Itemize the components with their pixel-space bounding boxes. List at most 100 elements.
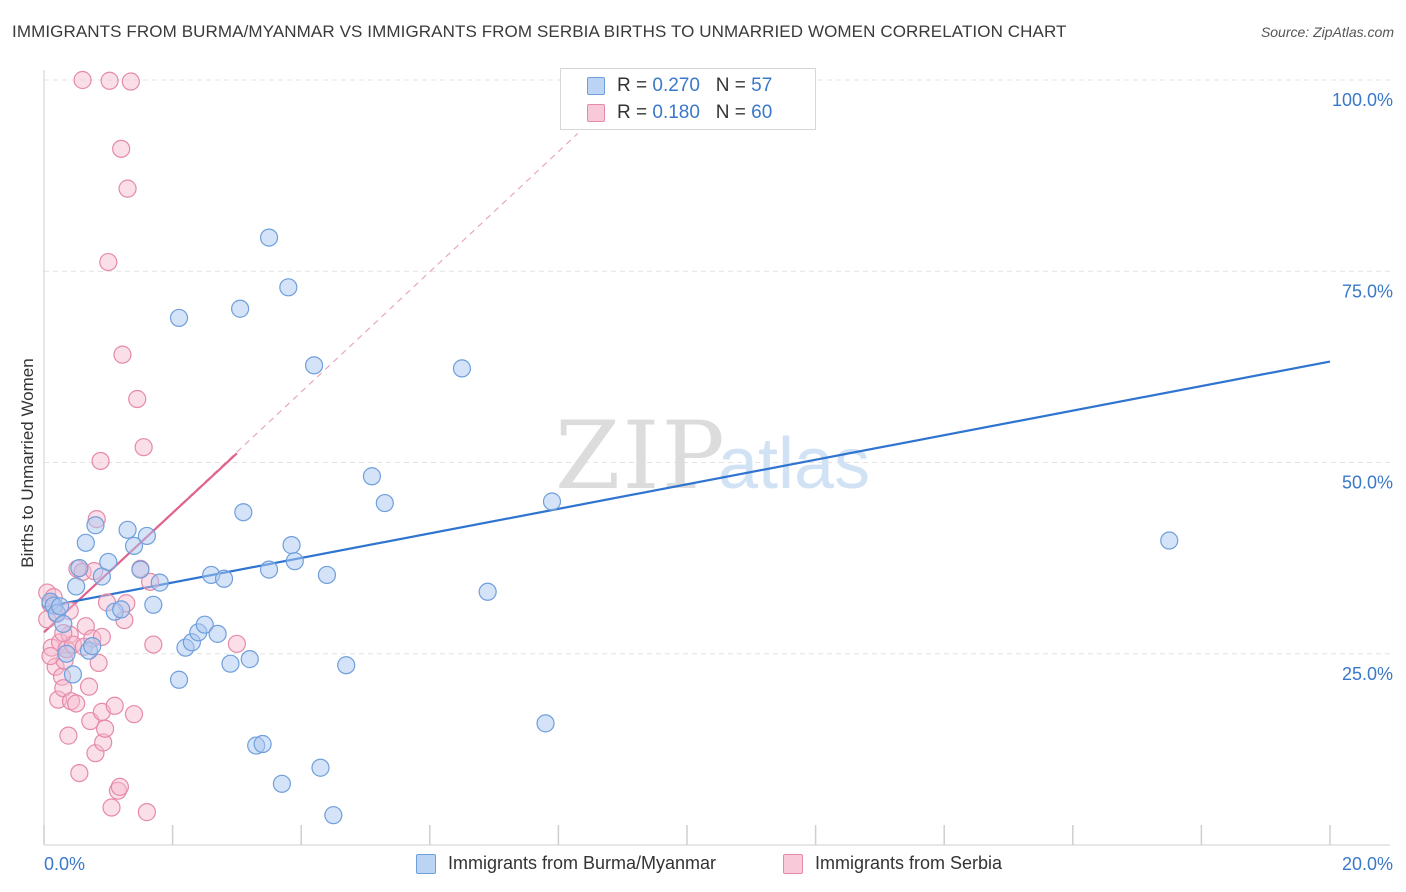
- burma-point: [240, 650, 259, 669]
- burma-point: [337, 656, 356, 675]
- burma-point: [118, 520, 137, 539]
- watermark: ZIP atlas: [555, 402, 870, 511]
- burma-point: [208, 624, 227, 643]
- x-tick-label: 20.0%: [1342, 854, 1393, 874]
- x-tick-label: 0.0%: [44, 854, 85, 874]
- y-tick-label: 25.0%: [1342, 664, 1393, 684]
- burma-point: [57, 644, 76, 663]
- legend-r-label: R =: [617, 75, 653, 96]
- burma-point: [285, 552, 304, 571]
- serbia-point: [124, 705, 144, 724]
- serbia-point: [137, 803, 156, 822]
- serbia-point: [121, 72, 140, 91]
- burma-point: [234, 503, 253, 522]
- serbia-point: [134, 438, 153, 457]
- burma-point: [279, 278, 298, 297]
- legend-text-burma: R = 0.270 N = 57: [617, 75, 772, 97]
- serbia-point: [118, 179, 137, 198]
- burma-point: [253, 734, 272, 754]
- serbia-point: [70, 763, 89, 783]
- burma-point: [169, 308, 189, 328]
- y-tick-label: 75.0%: [1342, 281, 1393, 301]
- burma-point: [150, 573, 169, 592]
- burma-point: [112, 600, 131, 619]
- burma-point: [221, 654, 240, 673]
- burma-point: [362, 467, 382, 486]
- chart-title: IMMIGRANTS FROM BURMA/MYANMAR VS IMMIGRA…: [12, 22, 1067, 41]
- serbia-point: [91, 451, 110, 471]
- legend-r-value: 0.270: [652, 75, 700, 96]
- serbia-point: [89, 653, 108, 673]
- legend-swatch-burma: [587, 77, 605, 95]
- burma-point: [317, 565, 337, 585]
- series-burma-points: [41, 70, 1179, 825]
- serbia-point: [128, 389, 147, 409]
- serbia-point: [227, 634, 246, 653]
- burma-point: [231, 299, 250, 318]
- burma-point: [124, 536, 144, 555]
- serbia-point: [59, 726, 78, 745]
- legend-r-label: R =: [617, 102, 653, 123]
- legend-text-serbia: R = 0.180 N = 60: [617, 102, 772, 124]
- bottom-legend-label-serbia: Immigrants from Serbia: [815, 853, 1003, 873]
- burma-point: [272, 774, 292, 793]
- burma-point: [304, 356, 324, 375]
- burma-point: [169, 670, 189, 689]
- source-credit: Source: ZipAtlas.com: [1260, 24, 1394, 40]
- serbia-point: [113, 345, 132, 364]
- burma-point: [536, 714, 555, 733]
- serbia-point: [79, 677, 99, 696]
- burma-point: [50, 597, 70, 616]
- burma-point: [67, 577, 86, 596]
- y-axis-label: Births to Unmarried Women: [18, 358, 37, 568]
- legend-n-value: 57: [751, 75, 773, 96]
- tick-labels: 25.0% 50.0% 75.0% 100.0% 0.0% 20.0%: [44, 90, 1393, 874]
- serbia-point: [105, 696, 124, 715]
- legend-n-label: N =: [715, 102, 752, 123]
- serbia-point: [67, 694, 86, 713]
- burma-point: [311, 758, 330, 777]
- burma-point: [99, 552, 118, 572]
- burma-point: [76, 533, 95, 552]
- burma-point: [259, 228, 279, 247]
- bottom-legend-swatch-serbia: [783, 854, 803, 874]
- serbia-point: [73, 70, 92, 90]
- burma-point: [70, 558, 89, 578]
- legend-r-value: 0.180: [652, 102, 700, 123]
- serbia-point: [144, 635, 163, 654]
- serbia-point: [95, 719, 115, 738]
- burma-point: [83, 636, 102, 656]
- burma-point: [54, 614, 73, 634]
- burma-point: [452, 359, 472, 378]
- burma-point: [214, 569, 234, 588]
- serbia-point: [99, 252, 118, 272]
- serbia-point: [100, 71, 119, 90]
- serbia-point: [102, 798, 121, 817]
- burma-point: [195, 615, 214, 634]
- series-serbia-points: [38, 70, 246, 822]
- burma-point: [282, 536, 301, 555]
- serbia-point: [110, 777, 129, 796]
- burma-point: [137, 526, 156, 546]
- burma-point: [324, 806, 343, 825]
- burma-point: [86, 516, 105, 535]
- burma-point: [542, 492, 562, 511]
- y-tick-label: 50.0%: [1342, 473, 1393, 493]
- bottom-legend-swatch-burma: [416, 854, 436, 874]
- burma-point: [63, 665, 83, 684]
- serbia-point: [41, 646, 60, 666]
- serbia-point: [94, 733, 113, 752]
- bottom-legend-label-burma: Immigrants from Burma/Myanmar: [448, 853, 717, 873]
- trend-lines: [43, 133, 1331, 634]
- axes: [43, 70, 1390, 846]
- legend-n-value: 60: [751, 102, 773, 123]
- burma-point: [131, 560, 150, 579]
- legend-n-label: N =: [715, 75, 752, 96]
- serbia-point: [112, 139, 131, 158]
- burma-point: [144, 595, 163, 614]
- burma-point: [1160, 531, 1179, 550]
- correlation-legend: R = 0.270 N = 57 R = 0.180 N = 60: [560, 68, 816, 130]
- serbia-point: [46, 657, 65, 676]
- burma-point: [259, 560, 279, 579]
